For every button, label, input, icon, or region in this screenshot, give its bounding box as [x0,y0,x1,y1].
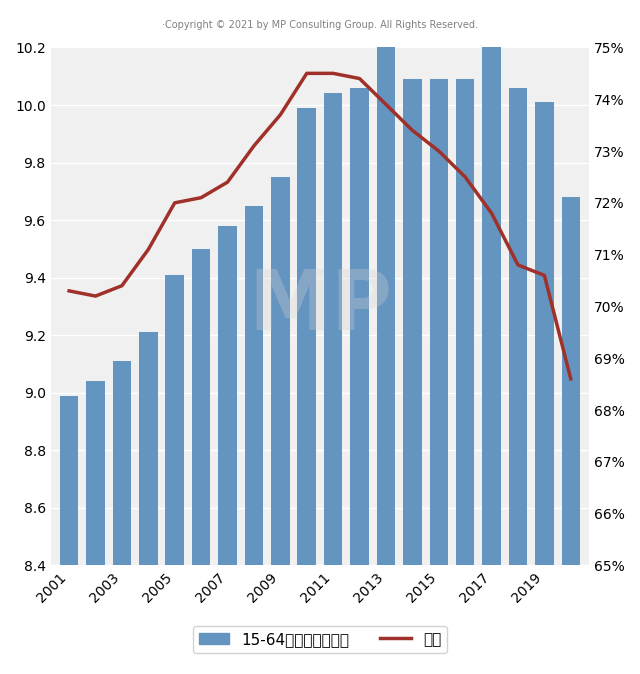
Bar [535,102,554,674]
Text: ·Copyright © 2021 by MP Consulting Group. All Rights Reserved.: ·Copyright © 2021 by MP Consulting Group… [162,20,478,30]
Bar [509,88,527,674]
Bar [403,79,422,674]
Bar [218,226,237,674]
Bar [298,108,316,674]
Bar [271,177,289,674]
Bar [244,206,263,674]
Bar [113,361,131,674]
Legend: 15-64岁人口（亿人）, 占比: 15-64岁人口（亿人）, 占比 [193,625,447,653]
Bar [324,94,342,674]
Bar [139,332,157,674]
Bar [166,275,184,674]
Bar [86,381,105,674]
Bar [192,249,211,674]
Bar [429,79,448,674]
Bar [350,88,369,674]
Text: MP: MP [248,266,392,347]
Bar [60,396,78,674]
Bar [456,79,474,674]
Bar [377,0,395,674]
Bar [483,0,501,674]
Bar [561,197,580,674]
